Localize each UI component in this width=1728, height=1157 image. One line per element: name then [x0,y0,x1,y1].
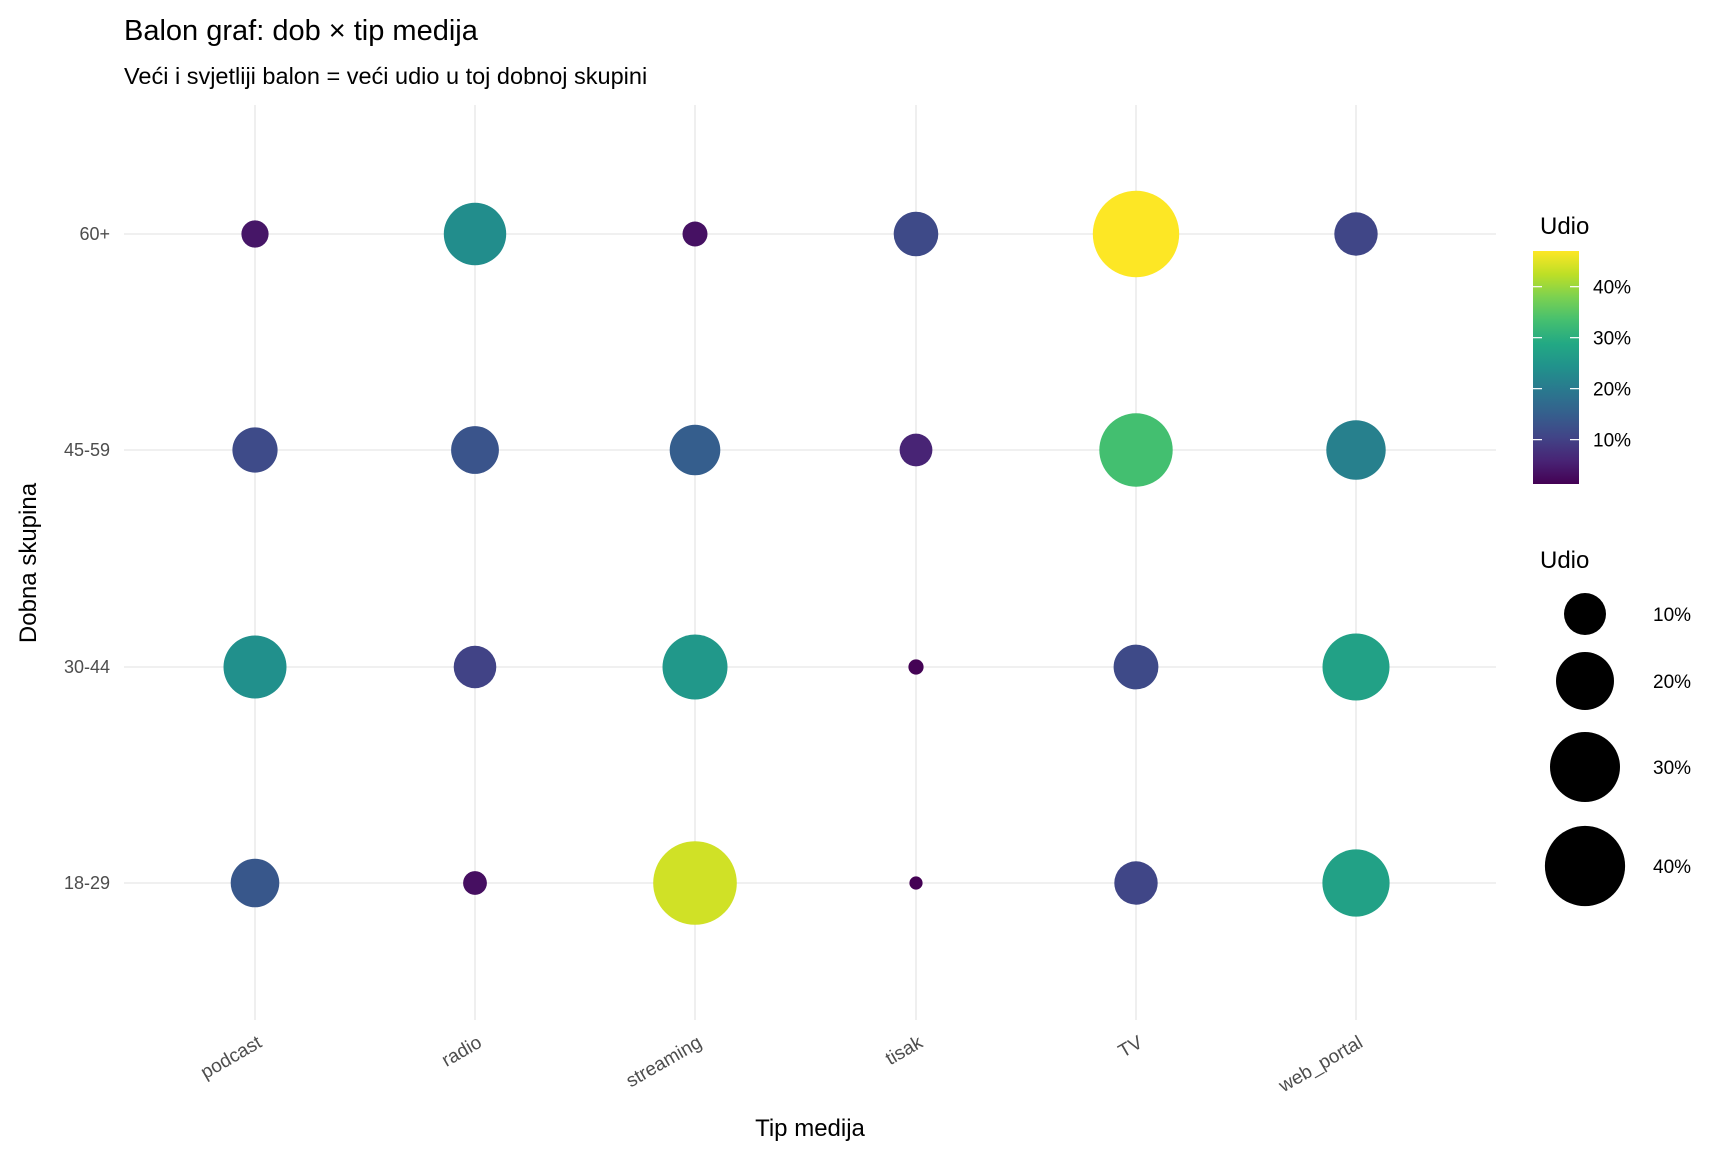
bubble-45-59-TV [1099,413,1173,487]
bubble-45-59-tisak [899,433,933,467]
size-legend-label: 20% [1653,672,1691,693]
color-legend-label: 20% [1593,380,1631,401]
bubble-30-44-podcast [223,635,287,699]
size-legend-label: 30% [1653,758,1691,779]
y-tick-label: 45-59 [64,440,110,460]
bubble-60+-streaming [682,221,708,247]
color-legend-label: 30% [1593,329,1631,350]
y-tick-label: 60+ [79,224,110,244]
x-tick-label: streaming [623,1032,706,1092]
x-tick-label: tisak [882,1032,927,1070]
color-legend-title: Udio [1540,213,1589,240]
y-tick-labels: 18-29 30-44 45-59 60+ [64,224,110,893]
bubble-45-59-streaming [669,424,721,476]
bubble-18-29-podcast [230,858,280,908]
bubble-30-44-web_portal [1322,633,1390,701]
color-legend-label: 40% [1593,278,1631,299]
bubble-60+-podcast [241,220,269,248]
bubbles [223,190,1390,925]
color-legend-label: 10% [1593,431,1631,452]
size-legend: Udio 10% 20% 30% 40% [1540,547,1691,907]
size-legend-label: 40% [1653,857,1691,878]
chart-subtitle: Veći i svjetliji balon = veći udio u toj… [124,63,647,89]
size-legend-label: 10% [1653,605,1691,626]
bubble-60+-web_portal [1334,212,1378,256]
color-bar [1533,251,1579,484]
x-tick-labels: podcast radio streaming tisak TV web_portal [197,1032,1366,1098]
size-legend-key [1564,593,1606,635]
color-legend: Udio 10% 20% 30% 40% [1533,213,1631,484]
bubble-30-44-streaming [662,634,728,700]
size-legend-key [1556,652,1614,710]
bubble-18-29-TV [1114,861,1158,905]
bubble-18-29-web_portal [1322,849,1390,917]
grid-lines [124,105,1496,1020]
x-tick-label: radio [438,1032,485,1071]
bubble-45-59-podcast [232,427,278,473]
x-tick-label: podcast [197,1032,266,1084]
size-legend-key [1550,732,1620,802]
bubble-18-29-radio [463,871,487,895]
bubble-60+-TV [1092,190,1180,278]
bubble-30-44-TV [1113,644,1159,690]
y-tick-label: 18-29 [64,873,110,893]
x-tick-label: TV [1115,1032,1147,1062]
bubble-30-44-radio [453,645,497,689]
bubble-45-59-web_portal [1326,420,1386,480]
chart-title: Balon graf: dob × tip medija [124,15,479,47]
bubble-60+-tisak [893,211,939,257]
x-axis-title: Tip medija [755,1115,865,1142]
bubble-60+-radio [443,202,507,266]
y-axis-title: Dobna skupina [15,482,42,643]
size-legend-title: Udio [1540,547,1589,574]
bubble-18-29-tisak [909,876,923,890]
bubble-30-44-tisak [908,659,924,675]
x-tick-label: web_portal [1275,1032,1367,1097]
bubble-18-29-streaming [653,841,737,925]
size-legend-key [1544,825,1626,907]
y-tick-label: 30-44 [64,657,110,677]
bubble-45-59-radio [451,426,499,474]
